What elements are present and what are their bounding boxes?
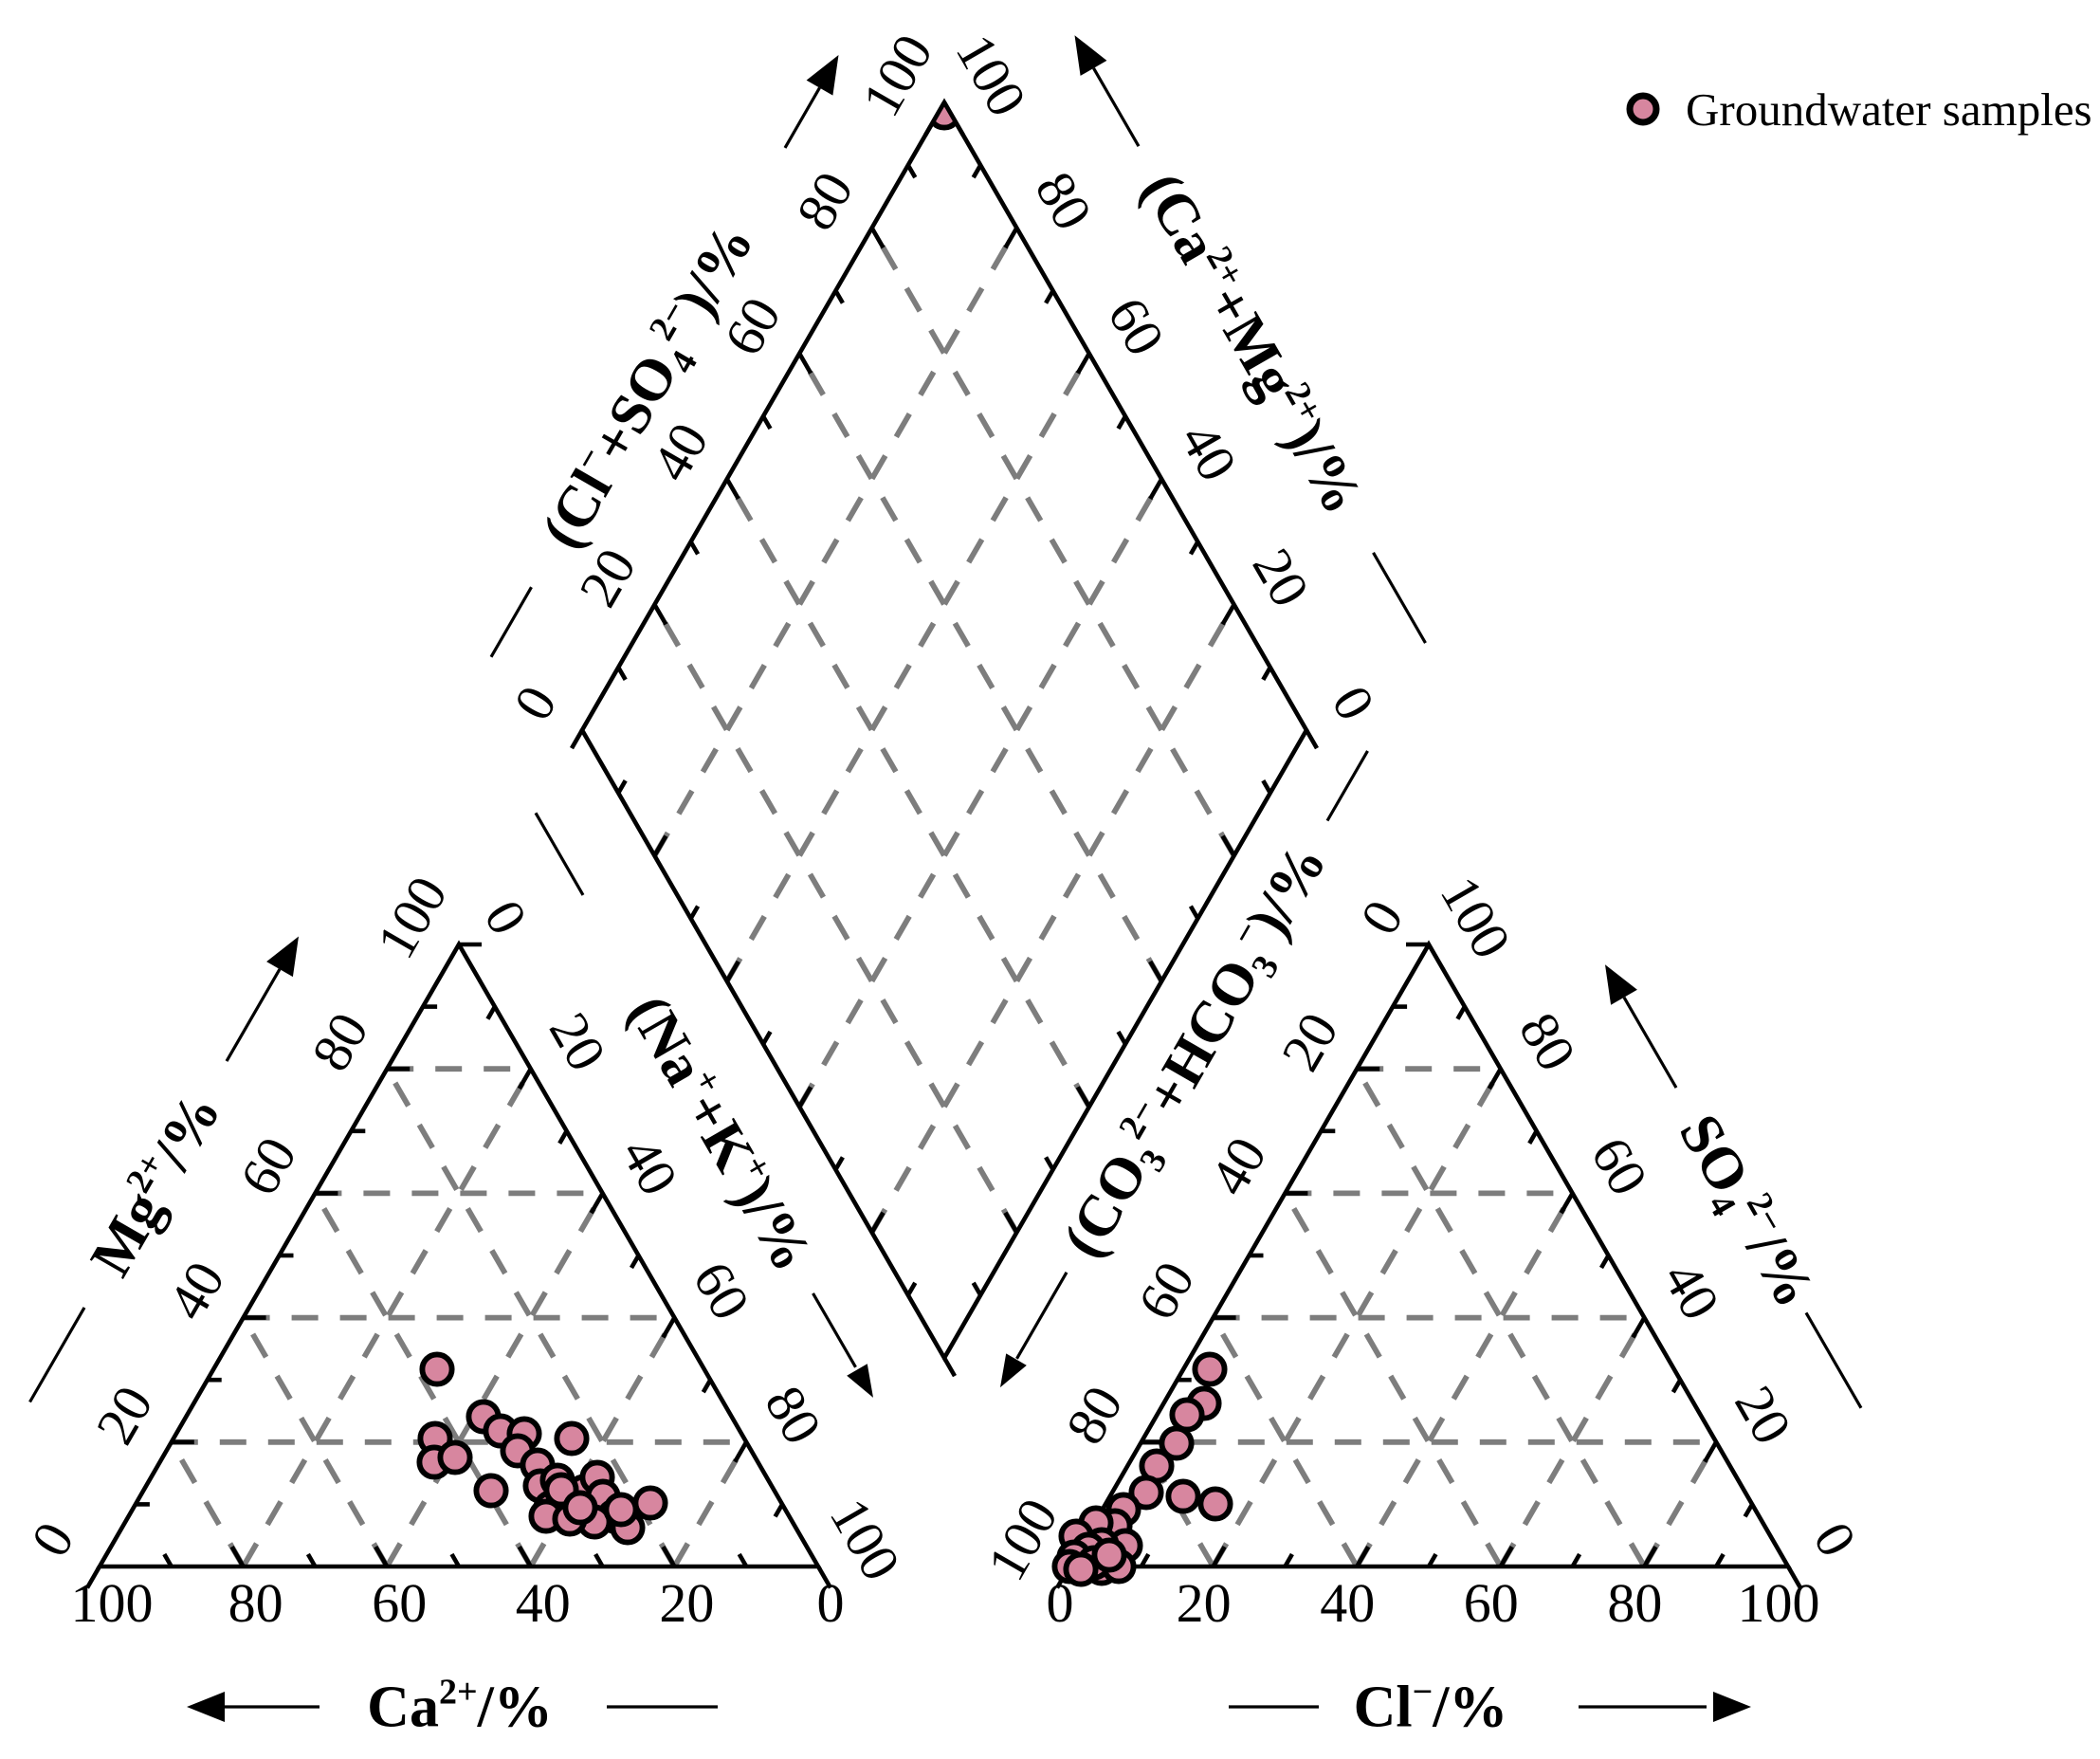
svg-text:60: 60 bbox=[1464, 1572, 1519, 1634]
svg-text:20: 20 bbox=[659, 1572, 714, 1634]
svg-text:40: 40 bbox=[1320, 1572, 1375, 1634]
svg-text:60: 60 bbox=[372, 1572, 427, 1634]
svg-text:0: 0 bbox=[817, 1572, 845, 1634]
svg-text:Groundwater samples: Groundwater samples bbox=[1686, 83, 2092, 136]
svg-text:100: 100 bbox=[1738, 1572, 1820, 1634]
svg-text:80: 80 bbox=[228, 1572, 283, 1634]
svg-text:100: 100 bbox=[71, 1572, 154, 1634]
svg-text:40: 40 bbox=[516, 1572, 571, 1634]
svg-text:80: 80 bbox=[1607, 1572, 1662, 1634]
svg-text:20: 20 bbox=[1177, 1572, 1232, 1634]
